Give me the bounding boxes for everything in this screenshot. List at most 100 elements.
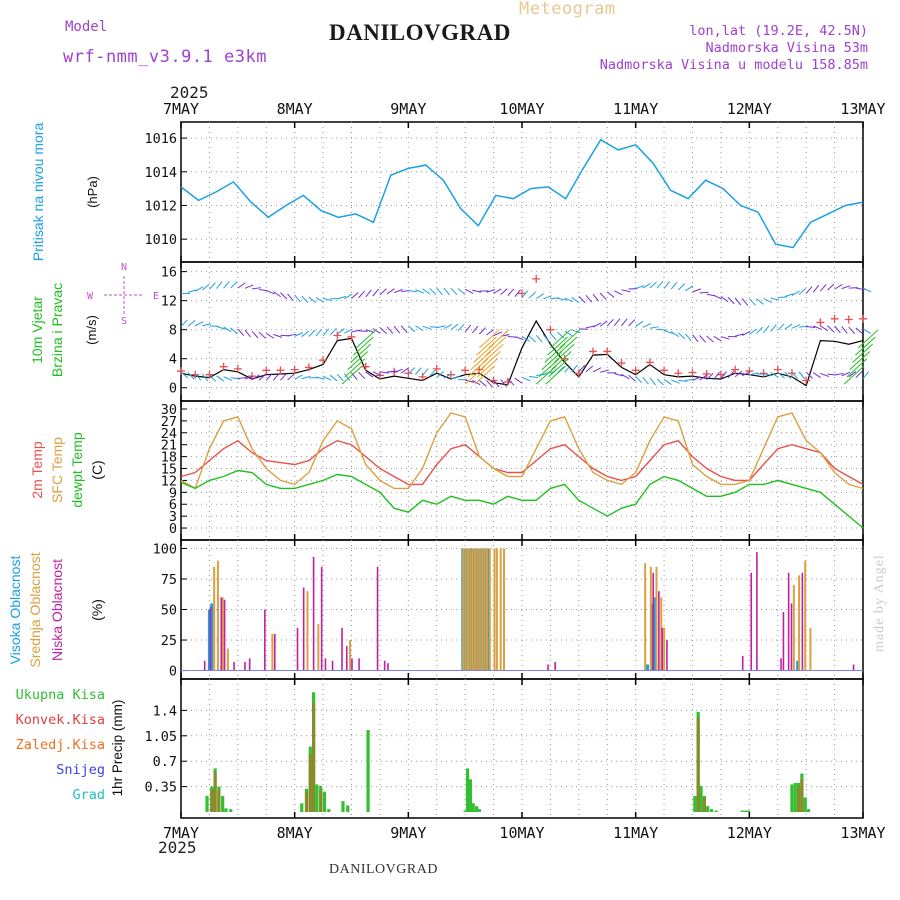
x-tick-label-bottom: 9MAY bbox=[390, 824, 426, 842]
wind-arrow bbox=[827, 325, 835, 333]
wind-arrow bbox=[464, 288, 474, 294]
y-tick-label: 1012 bbox=[144, 198, 177, 214]
wind-arrow bbox=[450, 287, 458, 296]
compass-cross bbox=[104, 276, 144, 314]
wind-arrow bbox=[273, 333, 283, 338]
series-line-1 bbox=[180, 412, 864, 490]
model-elevation: Nadmorska Visina u modelu 158.85m bbox=[599, 57, 868, 73]
wind-arrow bbox=[308, 296, 317, 304]
wind-fan-arrow bbox=[550, 329, 571, 349]
wind-arrow bbox=[287, 333, 297, 337]
wind-arrow bbox=[841, 371, 851, 377]
wind-arrow bbox=[599, 320, 608, 327]
footer-station: DANILOVGRAD bbox=[329, 862, 438, 877]
wind-fan-arrow bbox=[547, 336, 568, 356]
wind-arrow bbox=[578, 295, 586, 304]
wind-arrow bbox=[216, 375, 225, 382]
wind-fan-arrow bbox=[344, 358, 366, 378]
precip-bar bbox=[477, 809, 481, 812]
cloud-bar bbox=[203, 660, 206, 671]
y-tick-label: 12 bbox=[161, 473, 177, 489]
wind-arrow bbox=[677, 332, 686, 340]
wind-arrow bbox=[521, 290, 529, 298]
wind-arrow bbox=[791, 324, 801, 329]
y-tick-label: 0 bbox=[169, 381, 177, 397]
wind-arrow bbox=[663, 329, 673, 335]
precip-legend-item: Ukupna Kisa bbox=[16, 687, 105, 703]
wind-marker bbox=[333, 331, 342, 340]
wind-arrow bbox=[507, 288, 515, 297]
x-tick-label-bottom: 8MAY bbox=[277, 824, 313, 842]
cloud-bar bbox=[324, 658, 327, 671]
wind-arrow bbox=[322, 297, 332, 302]
cloud-bar bbox=[302, 587, 305, 671]
wind-fan-arrow bbox=[548, 358, 569, 378]
wind-arrow bbox=[422, 325, 432, 330]
cloud-bar bbox=[554, 662, 556, 671]
x-tick-label-top: 11MAY bbox=[613, 100, 658, 118]
x-tick-label-bottom: 7MAY bbox=[163, 824, 199, 842]
wind-arrow bbox=[337, 295, 347, 300]
wind-arrow bbox=[457, 288, 466, 295]
wind-arrow bbox=[798, 371, 806, 380]
wind-arrow bbox=[784, 293, 794, 298]
wind-arrow bbox=[393, 288, 403, 294]
wind-marker bbox=[205, 370, 214, 379]
y-tick-label: 3 bbox=[169, 509, 177, 525]
y-axis-title: Visoka Oblacnost bbox=[7, 556, 23, 665]
wind-marker bbox=[560, 354, 569, 363]
wind-arrow bbox=[272, 373, 280, 381]
precip-bar bbox=[465, 768, 470, 812]
cloud-bar bbox=[471, 548, 474, 671]
wind-arrow bbox=[777, 371, 785, 379]
cloud-bar bbox=[331, 660, 334, 671]
wind-arrow bbox=[557, 331, 565, 339]
wind-arrow bbox=[372, 328, 381, 334]
wind-fan-arrow bbox=[350, 343, 371, 363]
y-tick-label: 4 bbox=[169, 352, 177, 368]
wind-arrow bbox=[614, 373, 624, 377]
wind-arrow bbox=[194, 286, 204, 292]
wind-arrow bbox=[805, 286, 813, 294]
wind-arrow bbox=[600, 369, 609, 373]
wind-marker bbox=[574, 369, 583, 378]
precip-bar bbox=[366, 729, 370, 812]
wind-fan-arrow bbox=[477, 358, 498, 378]
wind-arrow bbox=[507, 378, 515, 386]
wind-arrow bbox=[372, 371, 382, 376]
wind-arrow bbox=[720, 336, 730, 340]
wind-fan-arrow bbox=[843, 365, 865, 385]
x-tick-label-bottom: 11MAY bbox=[613, 824, 658, 842]
wind-arrow bbox=[862, 328, 872, 334]
wind-arrow bbox=[322, 328, 330, 337]
precip-bar bbox=[346, 805, 350, 812]
wind-arrow bbox=[841, 326, 848, 334]
wind-arrow bbox=[699, 291, 709, 294]
wind-arrow bbox=[180, 319, 188, 327]
wind-marker bbox=[787, 369, 796, 378]
wind-arrow bbox=[656, 378, 664, 386]
wind-marker bbox=[702, 369, 711, 378]
wind-arrow bbox=[372, 288, 379, 297]
precip-bar bbox=[217, 790, 221, 812]
coordinates: lon,lat (19.2E, 42.5N) bbox=[689, 23, 868, 39]
cloud-bar bbox=[488, 548, 491, 671]
wind-marker bbox=[660, 366, 669, 375]
cloud-bar bbox=[376, 566, 379, 671]
y-axis-title: (C) bbox=[89, 460, 105, 479]
wind-marker bbox=[518, 289, 526, 298]
wind-arrow bbox=[720, 371, 727, 379]
wind-fan-arrow bbox=[553, 343, 575, 363]
cloud-bar bbox=[467, 548, 470, 671]
wind-fan-arrow bbox=[476, 336, 497, 356]
wind-arrow bbox=[393, 368, 403, 373]
wind-arrow bbox=[621, 318, 628, 327]
wind-arrow bbox=[749, 372, 759, 376]
wind-marker bbox=[759, 369, 768, 378]
wind-arrow bbox=[585, 294, 593, 303]
cloud-bar bbox=[652, 597, 656, 671]
wind-arrow bbox=[692, 376, 701, 381]
cloud-bar bbox=[273, 633, 276, 671]
wind-arrow bbox=[621, 289, 631, 293]
wind-fan-arrow bbox=[556, 336, 578, 356]
